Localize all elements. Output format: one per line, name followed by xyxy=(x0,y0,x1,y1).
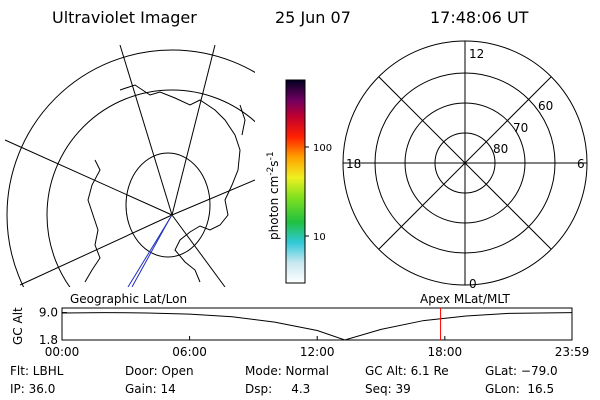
label-exp: -2 xyxy=(266,167,276,176)
x-tick-label: 00:00 xyxy=(45,345,80,359)
status-field: GLon: 16.5 xyxy=(485,382,554,396)
status-field: GLat: −79.0 xyxy=(485,364,558,378)
x-tick-label: 23:59 xyxy=(555,345,590,359)
status-field: Seq: 39 xyxy=(365,382,411,396)
mlt-label: 0 xyxy=(469,277,477,291)
colorbar xyxy=(285,79,306,284)
status-field: Dsp: 4.3 xyxy=(245,382,310,396)
x-tick-label: 18:00 xyxy=(428,345,463,359)
lat-label: 60 xyxy=(538,99,553,113)
strip: 9.0 1.800:00 06:00 12:00 18:00 23:59 xyxy=(39,306,589,359)
x-tick-label: 12:00 xyxy=(300,345,335,359)
status-field: GC Alt: 6.1 Re xyxy=(365,364,449,378)
status-field: Door: Open xyxy=(125,364,194,378)
date: 25 Jun 07 xyxy=(275,8,351,27)
lat-label: 80 xyxy=(493,142,508,156)
mlt-label: 12 xyxy=(469,47,484,61)
mlt-label: 18 xyxy=(346,157,361,171)
colorbar-tick-label: 100 xyxy=(313,143,332,154)
polar-grid xyxy=(342,40,588,286)
label-text: photon cm xyxy=(267,176,281,240)
altitude-line xyxy=(61,312,573,341)
label-text: s xyxy=(267,160,281,166)
y-axis-label: GC Alt xyxy=(11,307,25,345)
strip-title: Geographic Lat/Lon xyxy=(70,292,187,306)
colorbar-tick-label: 10 xyxy=(313,232,326,243)
y-tick-label: 9.0 xyxy=(39,306,58,320)
strip-title: Apex MLat/MLT xyxy=(420,292,510,306)
lat-label: 70 xyxy=(513,121,528,135)
title: Ultraviolet Imager xyxy=(52,8,197,27)
status-field: Flt: LBHL xyxy=(10,364,64,378)
label-exp: -1 xyxy=(266,151,276,160)
footer: Flt: LBHL Door: Open Mode: Normal GC Alt: 6… xyxy=(10,364,558,396)
status-field: Gain: 14 xyxy=(125,382,176,396)
y-tick-label: 1.8 xyxy=(39,333,58,347)
colorbar-label: photon cm-2s-1 xyxy=(266,151,281,240)
time: 17:48:06 UT xyxy=(430,8,529,27)
x-tick-label: 06:00 xyxy=(172,345,207,359)
mlt-label: 6 xyxy=(577,157,585,171)
status-field: Mode: Normal xyxy=(245,364,329,378)
status-field: IP: 36.0 xyxy=(10,382,55,396)
map xyxy=(4,45,255,287)
